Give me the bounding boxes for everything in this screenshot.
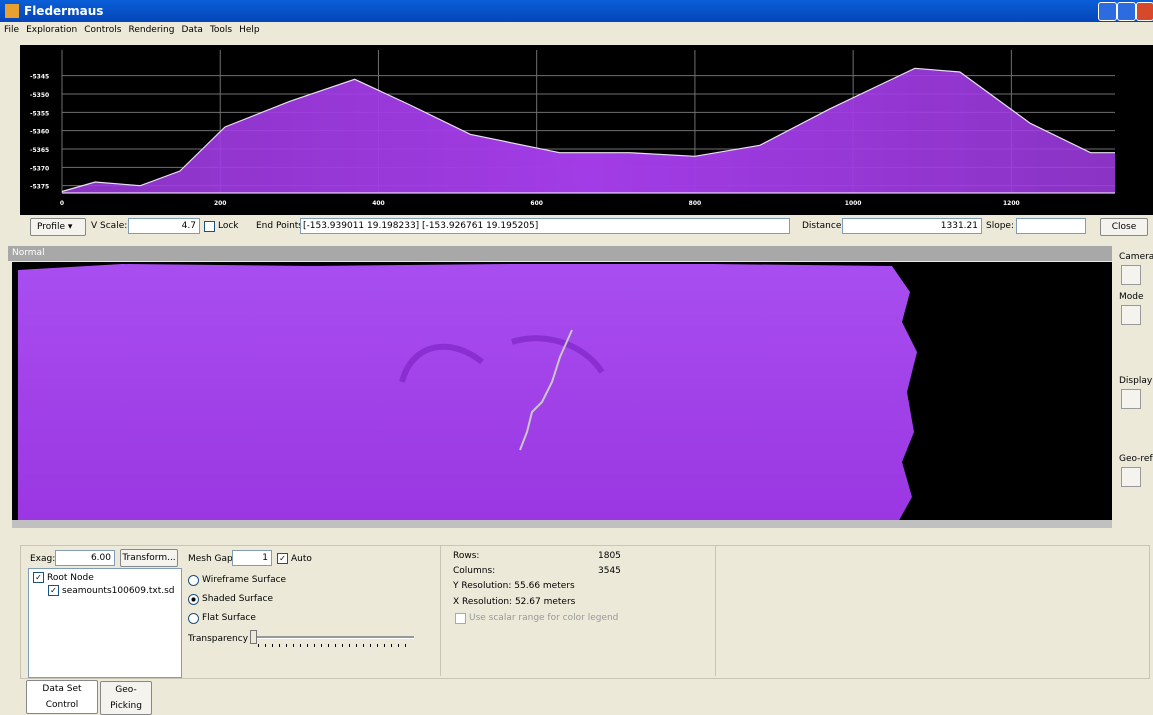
- profile-mode-dropdown[interactable]: Profile ▾: [30, 218, 86, 236]
- y-tick-label: -5375: [30, 184, 49, 191]
- columns-label: Columns:: [453, 566, 496, 576]
- terrain-ridge: [399, 335, 605, 383]
- y-tick-label: -5355: [30, 110, 49, 117]
- minimize-button[interactable]: [1098, 2, 1117, 21]
- 3d-view: [12, 262, 1112, 528]
- endpoints-input[interactable]: [-153.939011 19.198233] [-153.926761 19.…: [300, 218, 790, 234]
- tab-data-set-control[interactable]: Data Set Control: [26, 680, 98, 714]
- x-tick-label: 0: [60, 200, 64, 207]
- toolbar-button[interactable]: [1121, 389, 1141, 409]
- vscale-input[interactable]: 4.7: [128, 218, 200, 234]
- y-tick-label: -5350: [30, 92, 49, 99]
- scalar-range-checkbox[interactable]: [455, 613, 466, 624]
- x-tick-label: 800: [689, 200, 702, 207]
- y-tick-label: -5370: [30, 165, 49, 172]
- mesh-gap-label: Mesh Gap:: [188, 554, 236, 564]
- profile-mode: Profile: [37, 222, 65, 232]
- distance-label: Distance:: [802, 221, 845, 231]
- toolbar-button[interactable]: [1121, 467, 1141, 487]
- menu-item[interactable]: Tools: [209, 25, 233, 35]
- root-node[interactable]: Root Node: [47, 573, 94, 583]
- exag-label: Exag:: [30, 554, 56, 564]
- window-title: Fledermaus: [24, 4, 104, 18]
- view-scrollbar[interactable]: [12, 520, 1112, 528]
- controls-panel: [20, 545, 1150, 679]
- tab-geo-picking[interactable]: Geo-Picking: [100, 681, 152, 715]
- slope-label: Slope:: [986, 221, 1015, 231]
- x-tick-label: 600: [530, 200, 543, 207]
- lock-label: Lock: [218, 221, 239, 231]
- flat-radio[interactable]: [188, 613, 199, 624]
- x-tick-label: 1200: [1003, 200, 1020, 207]
- wireframe-label: Wireframe Surface: [202, 575, 287, 585]
- view-header: [8, 246, 1112, 261]
- panel-divider: [440, 546, 441, 676]
- y-tick-label: -5360: [30, 129, 49, 136]
- dataset-checkbox[interactable]: ✓: [48, 585, 59, 596]
- shaded-label: Shaded Surface: [202, 594, 274, 604]
- columns-value: 3545: [598, 566, 621, 576]
- endpoints-label: End Points:: [256, 221, 307, 231]
- menu-item[interactable]: Data: [181, 25, 203, 35]
- close-window-button[interactable]: [1136, 2, 1153, 21]
- slope-input[interactable]: [1016, 218, 1086, 234]
- mesh-gap-input[interactable]: 1: [232, 550, 272, 566]
- toolbar-group-label: Camera: [1119, 252, 1153, 262]
- menu-item[interactable]: Rendering: [128, 25, 175, 35]
- menu-item[interactable]: Controls: [84, 25, 122, 35]
- maximize-button[interactable]: [1117, 2, 1136, 21]
- panel-divider: [715, 546, 716, 676]
- exag-input[interactable]: 6.00: [55, 550, 115, 566]
- root-node-checkbox[interactable]: ✓: [33, 572, 44, 583]
- x-resolution: X Resolution: 52.67 meters: [453, 597, 576, 607]
- app-icon: [5, 4, 19, 18]
- transform-button[interactable]: Transform...: [120, 549, 178, 567]
- lock-checkbox[interactable]: [204, 221, 215, 232]
- profile-chart: -5345 -5350 -5355 -5360 -5365 -5370 -5375 0 200 4…: [20, 45, 1153, 215]
- profile-track: [519, 329, 573, 451]
- distance-input[interactable]: 1331.21: [842, 218, 982, 234]
- toolbar-button[interactable]: [1121, 265, 1141, 285]
- transparency-label: Transparency: [188, 634, 249, 644]
- x-tick-label: 400: [372, 200, 385, 207]
- toolbar-group-label: Mode: [1119, 292, 1144, 302]
- rows-value: 1805: [598, 551, 621, 561]
- dataset-node[interactable]: seamounts100609.txt.sd: [62, 586, 175, 596]
- vscale-label: V Scale:: [91, 221, 128, 231]
- wireframe-radio[interactable]: [188, 575, 199, 586]
- menu-bar: File Exploration Controls Rendering Data Tool…: [0, 23, 1153, 38]
- shaded-radio[interactable]: [188, 594, 199, 605]
- y-resolution: Y Resolution: 55.66 meters: [453, 581, 575, 591]
- title-bar: [0, 0, 1153, 22]
- y-tick-label: -5345: [30, 74, 49, 81]
- menu-item[interactable]: Help: [239, 25, 260, 35]
- terrain-surface: [18, 264, 917, 524]
- x-tick-label: 1000: [845, 200, 862, 207]
- view-mode: Normal: [12, 248, 45, 258]
- side-toolbar: Camera Mode Display Geo-ref: [1117, 246, 1153, 536]
- auto-checkbox[interactable]: ✓: [277, 553, 288, 564]
- flat-label: Flat Surface: [202, 613, 256, 623]
- slider-ticks: [258, 644, 412, 647]
- toolbar-button[interactable]: [1121, 305, 1141, 325]
- transparency-slider[interactable]: [252, 636, 414, 639]
- close-profile-button[interactable]: Close: [1100, 218, 1148, 236]
- menu-item[interactable]: File: [4, 25, 20, 35]
- x-tick-label: 200: [214, 200, 227, 207]
- toolbar-group-label: Geo-ref: [1119, 454, 1153, 464]
- profile-area: [62, 68, 1115, 193]
- scalar-range-label: Use scalar range for color legend: [469, 613, 619, 623]
- menu-item[interactable]: Exploration: [26, 25, 78, 35]
- toolbar-group-label: Display: [1119, 376, 1153, 386]
- auto-label: Auto: [291, 554, 312, 564]
- rows-label: Rows:: [453, 551, 480, 561]
- y-tick-label: -5365: [30, 147, 49, 154]
- profile-line: [61, 67, 1115, 193]
- slider-thumb[interactable]: [250, 630, 257, 644]
